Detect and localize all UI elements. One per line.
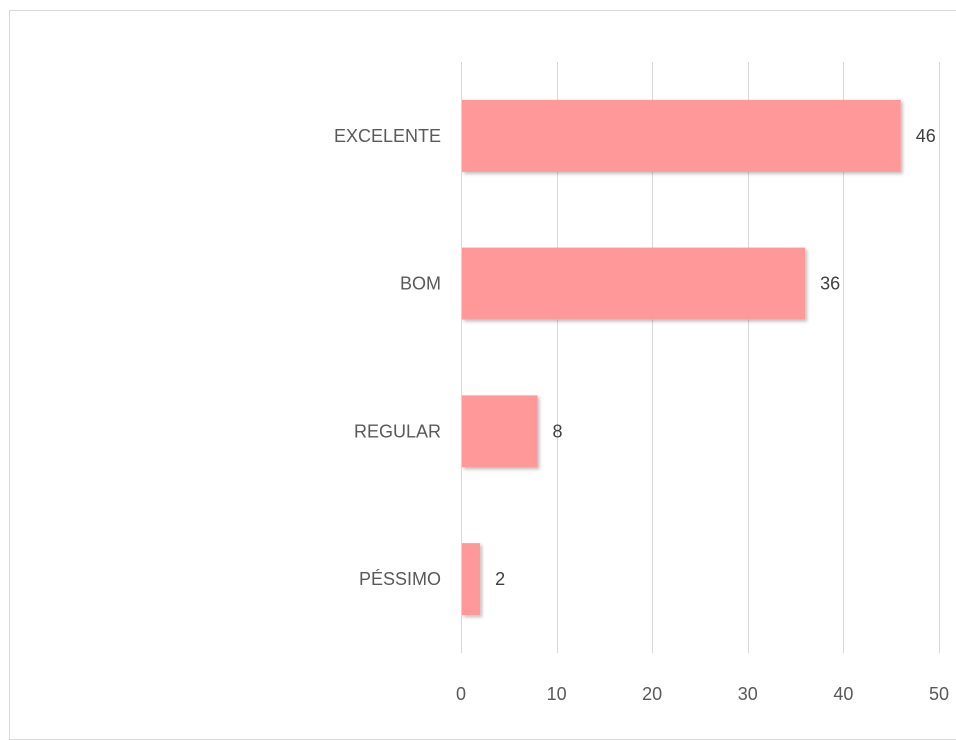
bars [462,99,901,616]
labels: 0 10 20 30 40 50 EXCELENTE 46 BOM 36 REGULAR 8 PÉSSI… [334,126,949,704]
bar-chart: 0 10 20 30 40 50 EXCELENTE 46 BOM 36 REGULAR 8 PÉSSI… [334,62,949,704]
bar-regular [462,395,538,468]
category-label-bom: BOM [400,274,441,294]
category-label-regular: REGULAR [354,421,441,441]
category-label-excelente: EXCELENTE [334,126,441,146]
bar-excelente [462,99,901,172]
bar-bom [462,247,806,320]
x-tick-label-10: 10 [547,684,567,704]
bar-pessimo [462,543,481,616]
category-label-pessimo: PÉSSIMO [359,569,441,589]
x-tick-label-50: 50 [929,684,949,704]
data-label-regular: 8 [552,421,562,441]
data-label-pessimo: 2 [495,569,505,589]
x-tick-label-40: 40 [833,684,853,704]
x-tick-label-30: 30 [738,684,758,704]
x-tick-label-0: 0 [456,684,466,704]
data-label-bom: 36 [820,274,840,294]
x-tick-label-20: 20 [642,684,662,704]
data-label-excelente: 46 [916,126,936,146]
